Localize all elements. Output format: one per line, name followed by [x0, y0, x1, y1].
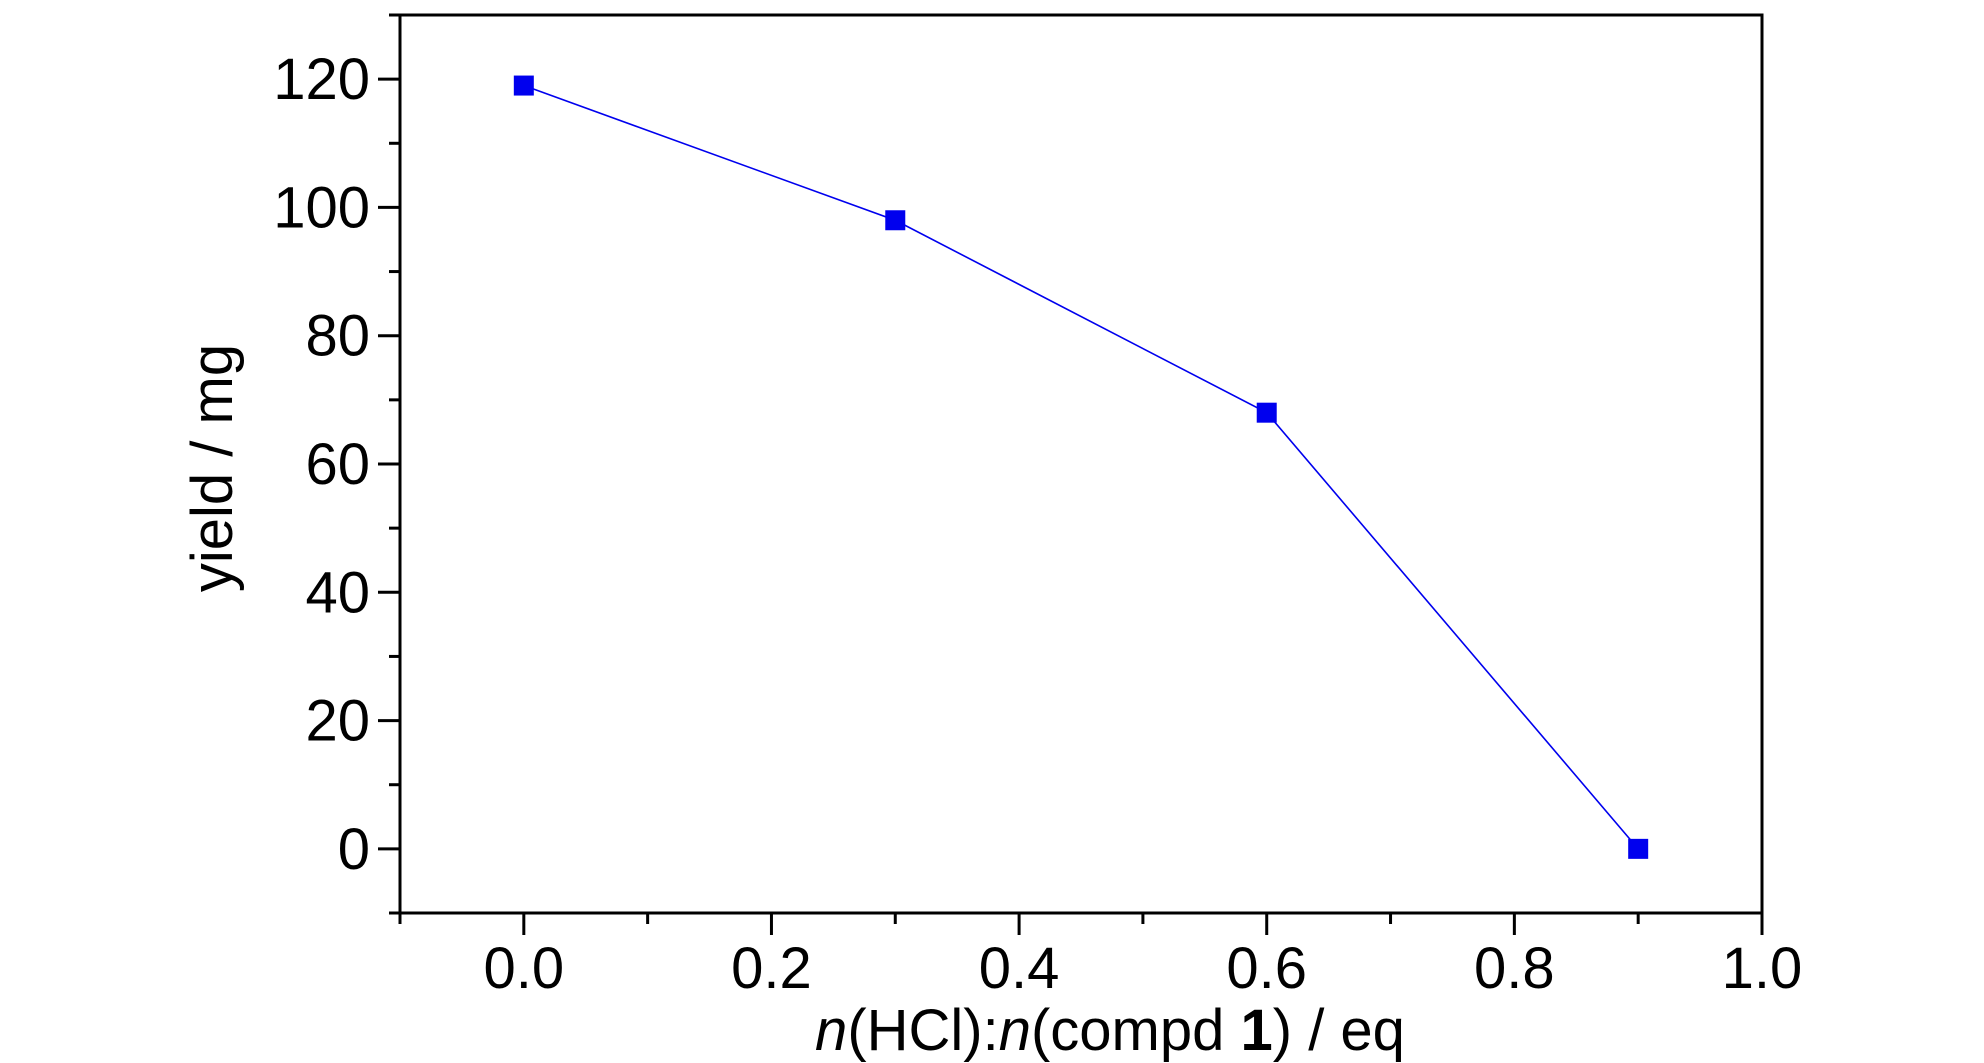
plot-frame — [398, 13, 1764, 915]
x-tick-label: 0.6 — [1226, 936, 1307, 1001]
data-point-marker — [513, 75, 534, 96]
x-axis-title-part: (compd — [1031, 998, 1241, 1063]
x-tick-label: 0.2 — [731, 936, 812, 1001]
x-axis-title-part: ) / eq — [1273, 998, 1405, 1063]
x-axis-title-part: (HCl): — [847, 998, 998, 1063]
y-axis-title: yield / mg — [180, 344, 245, 592]
y-tick-label: 80 — [305, 304, 370, 369]
data-point-marker — [885, 210, 906, 231]
series-line — [523, 84, 1639, 850]
data-series — [513, 75, 1649, 859]
x-axis-title-part: n — [815, 998, 847, 1063]
x-axis-title-part: 1 — [1241, 998, 1273, 1063]
x-tick-label: 0.4 — [979, 936, 1060, 1001]
x-axis-ticks: 0.0 0.2 0.4 0.6 0.8 1.0 — [398, 913, 1803, 1001]
y-tick-label: 120 — [273, 47, 370, 112]
y-tick-label: 20 — [305, 689, 370, 754]
x-tick-label: 0.8 — [1474, 936, 1555, 1001]
data-point-marker — [1628, 838, 1649, 859]
x-axis-title: n(HCl):n(compd 1) / eq — [815, 998, 1405, 1063]
x-tick-label: 1.0 — [1722, 936, 1803, 1001]
x-axis-title-part: n — [999, 998, 1031, 1063]
x-tick-label: 0.0 — [483, 936, 564, 1001]
plot-border — [398, 13, 1764, 915]
y-tick-label: 60 — [305, 432, 370, 497]
data-point-marker — [1256, 402, 1277, 423]
y-tick-label: 100 — [273, 175, 370, 240]
y-tick-label: 40 — [305, 560, 370, 625]
y-axis-ticks: 0 20 40 60 80 100 120 — [273, 13, 400, 915]
y-tick-label: 0 — [338, 817, 370, 882]
